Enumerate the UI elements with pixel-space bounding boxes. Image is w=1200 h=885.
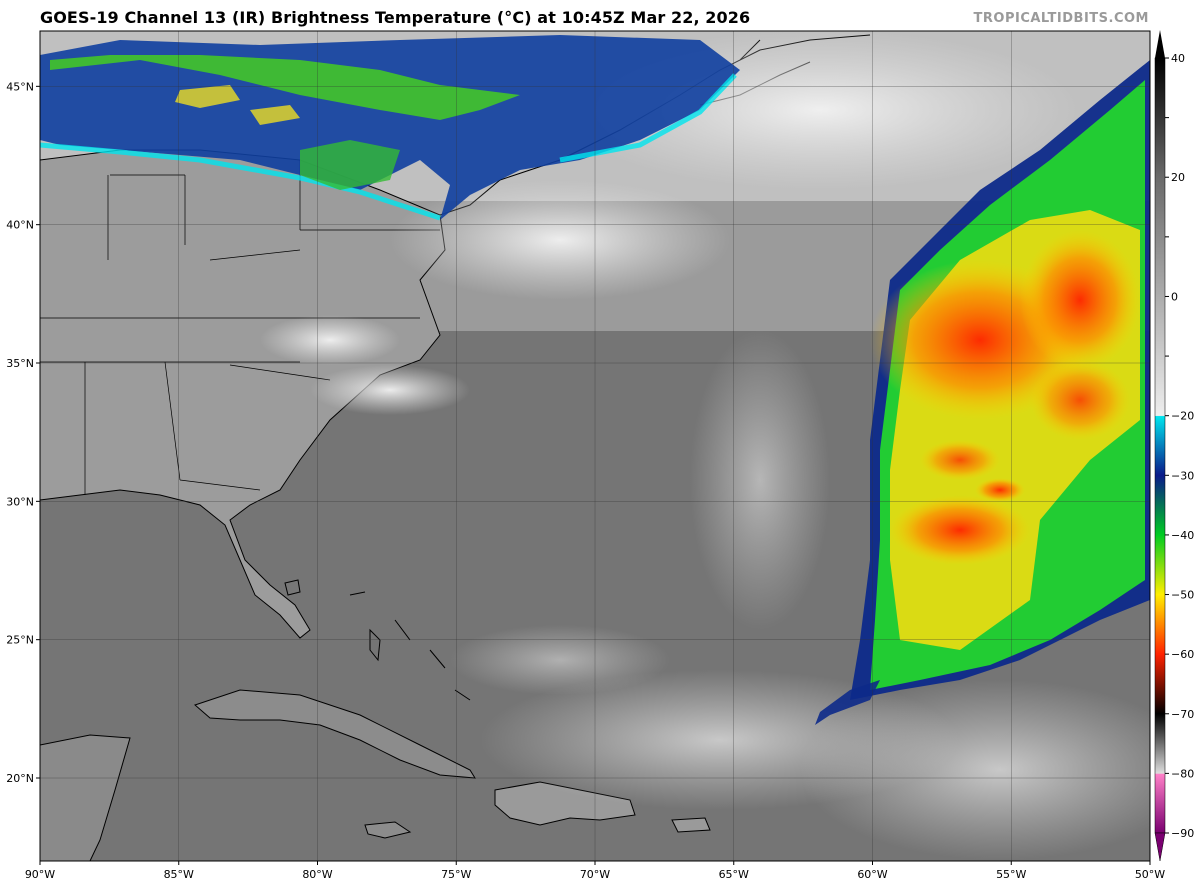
storm-core <box>975 478 1025 502</box>
colorbar-ticks: 40 20 0 −20 −30 −40 −50 −60 −70 −80 −90 <box>1165 52 1194 840</box>
longitude-axis: 90°W 85°W 80°W 75°W 70°W 65°W 60°W 55°W 50°W <box>25 861 1165 881</box>
longitude-tick-label: 70°W <box>580 868 610 881</box>
storm-tail-blue <box>815 680 880 725</box>
latitude-tick-label: 30°N <box>6 495 34 508</box>
longitude-tick-label: 75°W <box>441 868 471 881</box>
latitude-tick-label: 45°N <box>6 80 34 93</box>
bahamas-land <box>349 591 471 701</box>
longitude-tick-label: 50°W <box>1135 868 1165 881</box>
colorbar-tick-label: −80 <box>1171 767 1194 780</box>
colorbar-tick-label: 40 <box>1171 52 1185 65</box>
colorbar-gradient <box>1154 57 1166 834</box>
latitude-axis: 45°N 40°N 35°N 30°N 25°N 20°N <box>6 80 40 785</box>
cuba-land <box>194 689 476 779</box>
northern-cloud-band-cyan <box>40 73 737 221</box>
northern-cloud-band-green2 <box>300 140 400 190</box>
cloud-patch <box>310 365 470 415</box>
puerto-rico-land <box>671 817 711 833</box>
imagery-layer <box>40 31 1150 861</box>
storm-core <box>1030 360 1130 440</box>
map-title: GOES-19 Channel 13 (IR) Brightness Tempe… <box>40 8 751 27</box>
colorbar-top-arrow <box>1155 30 1165 58</box>
colorbar-tick-label: −40 <box>1171 529 1194 542</box>
cloud-patch <box>800 680 1150 860</box>
longitude-tick-label: 90°W <box>25 868 55 881</box>
longitude-tick-label: 80°W <box>302 868 332 881</box>
northern-cloud-band-yellow <box>175 85 300 125</box>
temperature-colorbar: 40 20 0 −20 −30 −40 −50 −60 −70 −80 −90 <box>1154 30 1194 862</box>
colorbar-tick-label: −60 <box>1171 648 1194 661</box>
colorbar-bottom-arrow <box>1154 832 1166 862</box>
jamaica-land <box>364 821 412 839</box>
cloud-patch <box>260 315 400 365</box>
latitude-tick-label: 40°N <box>6 219 34 232</box>
colorbar-tick-label: −20 <box>1171 410 1194 423</box>
colorbar-tick-label: −50 <box>1171 589 1194 602</box>
northern-cloud-band-green <box>50 55 520 120</box>
storm-core <box>1020 230 1140 370</box>
source-credit: TROPICALTIDBITS.COM <box>973 11 1149 26</box>
longitude-tick-label: 65°W <box>719 868 749 881</box>
cloud-patch <box>690 330 830 630</box>
colorbar-tick-label: 0 <box>1171 290 1178 303</box>
longitude-tick-label: 85°W <box>164 868 194 881</box>
central-america-land <box>40 734 131 861</box>
latitude-tick-label: 35°N <box>6 357 34 370</box>
northern-cloud-band-blue <box>40 35 740 220</box>
cloud-patch <box>450 625 670 695</box>
longitude-tick-label: 60°W <box>857 868 887 881</box>
latitude-tick-label: 25°N <box>6 634 34 647</box>
storm-core <box>890 495 1030 565</box>
cloud-patch <box>390 180 730 300</box>
longitude-tick-label: 55°W <box>996 868 1026 881</box>
colorbar-tick-label: −30 <box>1171 469 1194 482</box>
colorbar-tick-label: −90 <box>1171 827 1194 840</box>
state-borders <box>40 160 440 495</box>
lat-lon-grid <box>40 31 1150 861</box>
colorbar-tick-label: 20 <box>1171 171 1185 184</box>
storm-core <box>920 440 1000 480</box>
colorbar-tick-label: −70 <box>1171 708 1194 721</box>
lake-okeechobee <box>284 579 301 596</box>
latitude-tick-label: 20°N <box>6 772 34 785</box>
